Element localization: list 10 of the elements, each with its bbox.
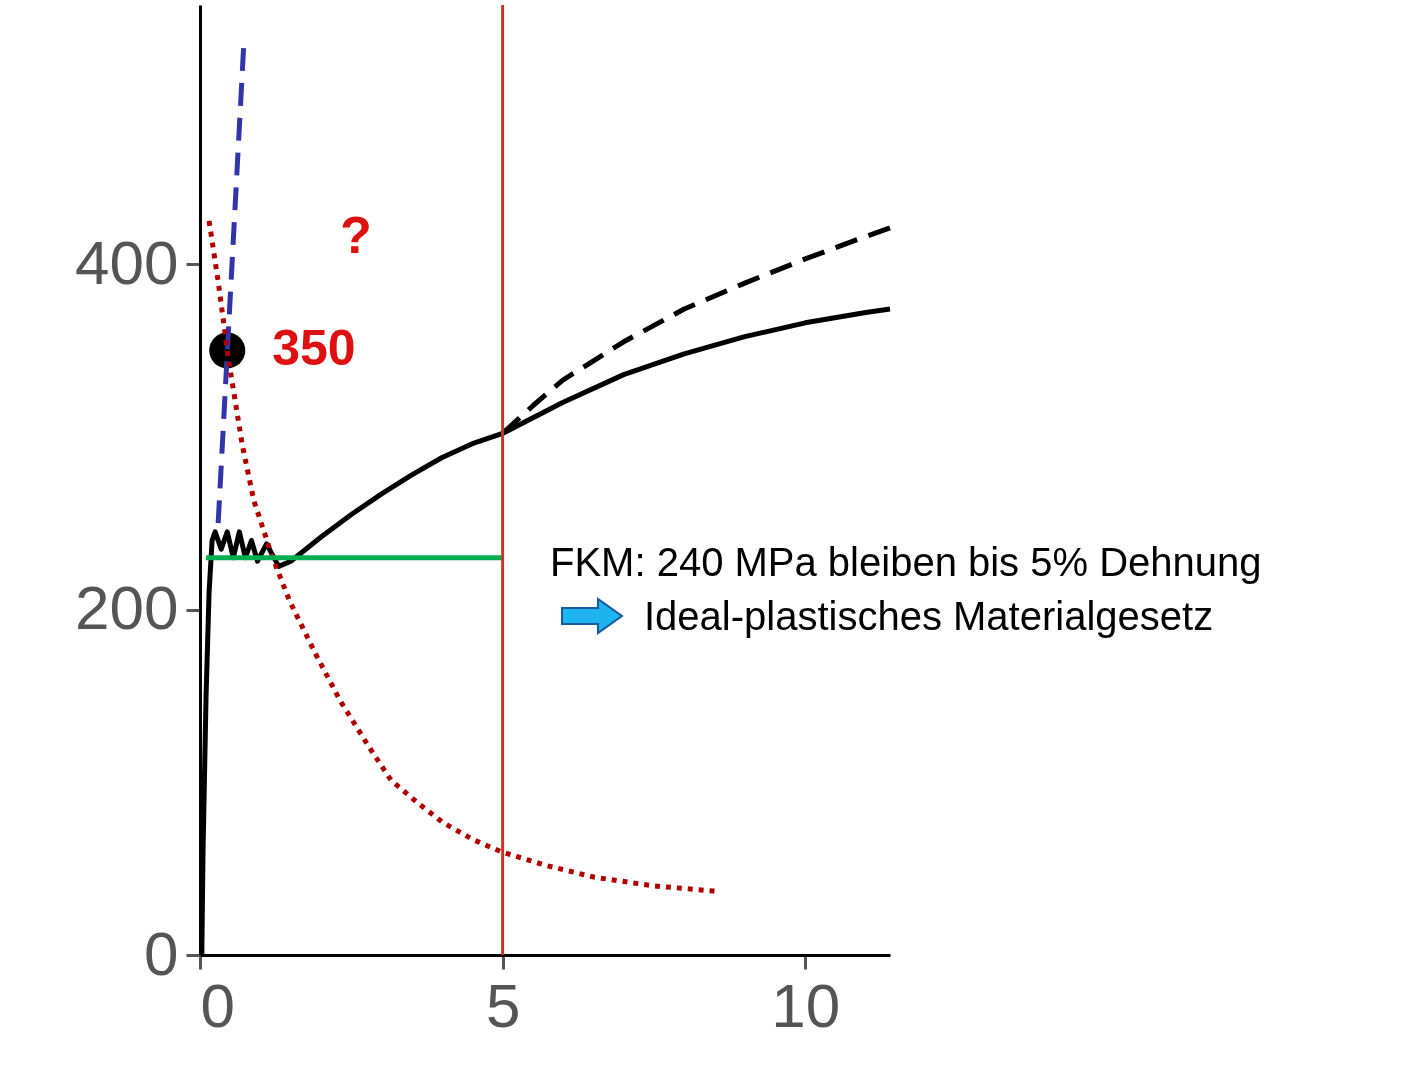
annotation: FKM: 240 MPa bleiben bis 5% Dehnung bbox=[550, 539, 1262, 586]
annotation: Ideal-plastisches Materialgesetz bbox=[644, 593, 1214, 640]
data-label: 350 bbox=[272, 320, 356, 377]
x-tick-label: 0 bbox=[200, 970, 235, 1040]
annotation: ? bbox=[340, 205, 372, 265]
y-tick-label: 200 bbox=[75, 573, 179, 643]
y-tick-label: 0 bbox=[144, 918, 179, 988]
x-tick-label: 10 bbox=[771, 970, 841, 1040]
x-tick-label: 5 bbox=[485, 970, 521, 1040]
y-tick-label: 400 bbox=[75, 227, 179, 297]
